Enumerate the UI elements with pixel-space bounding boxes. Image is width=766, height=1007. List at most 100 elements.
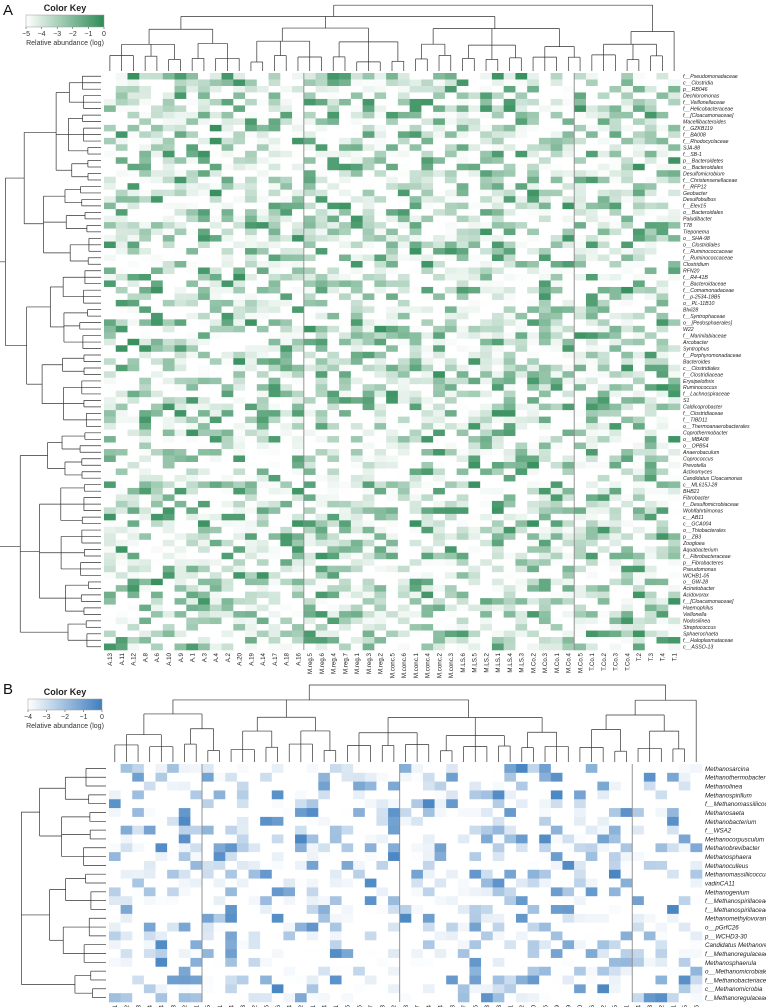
heatmap-cell: [339, 163, 352, 171]
heatmap-cell: [397, 261, 410, 268]
heatmap-cell: [480, 183, 493, 190]
heatmap-cell: [151, 461, 164, 469]
heatmap-cell: [621, 332, 634, 340]
heatmap-cell: [350, 559, 363, 567]
heatmap-cell: [527, 235, 540, 242]
heatmap-cell: [609, 98, 622, 106]
heatmap-cell: [162, 500, 175, 508]
heatmap-cell: [268, 299, 281, 307]
heatmap-cell: [421, 436, 434, 443]
heatmap-cell: [139, 248, 152, 255]
heatmap-cell: [609, 319, 622, 327]
heatmap-cell: [174, 624, 187, 631]
heatmap-cell: [397, 332, 410, 340]
heatmap-cell: [209, 390, 222, 398]
heatmap-cell: [115, 196, 128, 203]
heatmap-cell: [609, 196, 622, 203]
heatmap-cell: [386, 429, 399, 437]
row-label: f__[Cloacamonaceae]: [683, 599, 734, 605]
heatmap-cell: [409, 390, 422, 398]
heatmap-cell: [151, 176, 164, 184]
heatmap-cell: [362, 293, 375, 301]
heatmap-cell: [503, 617, 516, 625]
heatmap-cell: [444, 248, 457, 255]
heatmap-cell: [174, 183, 187, 190]
heatmap-cell: [327, 585, 340, 592]
heatmap-cell: [327, 273, 340, 281]
heatmap-cell: [550, 137, 563, 145]
heatmap-cell: [527, 189, 540, 197]
heatmap-cell: [527, 157, 540, 165]
row-label: Dechloromonas: [683, 94, 720, 100]
heatmap-cell: [127, 397, 140, 404]
heatmap-cell: [139, 442, 152, 450]
heatmap-cell: [292, 325, 305, 333]
heatmap-cell: [362, 520, 375, 528]
heatmap-cell: [256, 79, 269, 87]
heatmap-cell: [574, 468, 587, 476]
heatmap-cell: [574, 449, 587, 456]
heatmap-cell: [127, 526, 140, 534]
heatmap-cell: [139, 455, 152, 463]
heatmap-cell: [350, 351, 363, 359]
heatmap-cell: [491, 79, 504, 87]
heatmap-cell: [350, 319, 363, 327]
heatmap-cell: [350, 157, 363, 165]
heatmap-cell: [104, 390, 117, 398]
heatmap-cell: [268, 513, 281, 521]
heatmap-cell: [115, 526, 128, 534]
heatmap-cell: [245, 429, 258, 437]
heatmap-cell: [174, 364, 187, 372]
heatmap-cell: [668, 416, 681, 424]
row-label: f__Marinilabiaceae: [683, 333, 727, 339]
heatmap-cell: [574, 390, 587, 398]
heatmap-cell: [550, 371, 563, 379]
heatmap-cell: [174, 273, 187, 281]
heatmap-cell: [186, 163, 199, 171]
heatmap-cell: [491, 429, 504, 437]
heatmap-cell: [621, 319, 634, 327]
heatmap-cell: [162, 390, 175, 398]
heatmap-cell: [397, 410, 410, 417]
heatmap-cell: [444, 215, 457, 223]
heatmap-cell: [397, 455, 410, 463]
heatmap-cell: [632, 286, 646, 294]
heatmap-cell: [668, 79, 681, 87]
heatmap-cell: [139, 526, 152, 534]
heatmap-cell: [151, 241, 164, 249]
heatmap-cell: [632, 481, 646, 489]
heatmap-cell: [409, 209, 422, 216]
heatmap-cell: [550, 163, 563, 171]
heatmap-cell: [245, 176, 258, 184]
heatmap-cell: [386, 494, 399, 502]
heatmap-cell: [209, 105, 222, 113]
heatmap-cell: [644, 449, 657, 456]
heatmap-cell: [468, 410, 481, 417]
heatmap-cell: [198, 215, 211, 223]
heatmap-cell: [562, 611, 575, 618]
heatmap-cell: [538, 312, 551, 320]
heatmap-cell: [397, 222, 410, 229]
heatmap-cell: [515, 591, 528, 599]
heatmap-cell: [562, 124, 575, 132]
heatmap-cell: [562, 559, 575, 567]
heatmap-cell: [268, 546, 281, 554]
heatmap-cell: [115, 209, 128, 216]
heatmap-cell: [503, 474, 516, 482]
heatmap-cell: [527, 637, 540, 644]
heatmap-cell: [198, 481, 211, 489]
heatmap-cell: [139, 319, 152, 327]
heatmap-cell: [456, 546, 469, 554]
heatmap-cell: [421, 280, 434, 288]
heatmap-cell: [339, 423, 352, 430]
heatmap-cell: [362, 416, 375, 424]
heatmap-cell: [386, 124, 399, 132]
heatmap-cell: [574, 377, 587, 385]
heatmap-cell: [550, 144, 563, 152]
heatmap-cell: [127, 137, 140, 145]
heatmap-cell: [198, 390, 211, 398]
heatmap-cell: [350, 604, 363, 612]
heatmap-cell: [597, 202, 610, 210]
row-label: Acidovorax: [682, 593, 709, 599]
heatmap-cell: [386, 423, 399, 430]
